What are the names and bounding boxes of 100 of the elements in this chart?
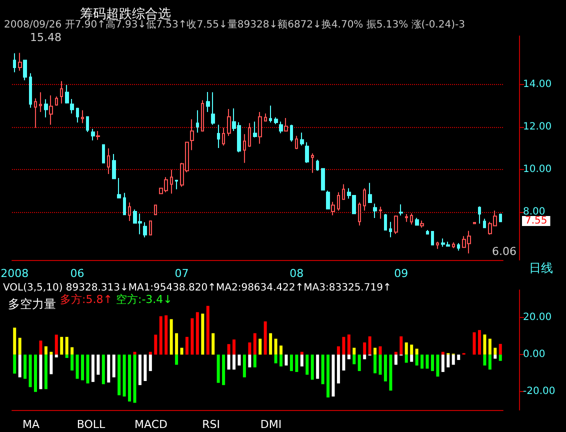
y-tick-label: -20.00 (523, 386, 556, 398)
candlestick (499, 213, 502, 223)
bar (363, 354, 366, 360)
candlestick (91, 128, 95, 141)
candlestick (441, 238, 445, 248)
x-tick-label: 2008 (0, 267, 29, 280)
bar (280, 354, 283, 366)
bar (347, 334, 350, 355)
bar (342, 336, 346, 355)
bar (133, 352, 136, 355)
candlestick (222, 127, 225, 146)
candlestick (13, 52, 16, 73)
text: DMI (260, 418, 282, 431)
bar (138, 354, 142, 386)
text: 2008/09/26 开7.90↑高7.93↓低7.53↑收7.55↓量89328↓额6872↓换4.70% 振5.13% 涨(-0.24)-3 (4, 18, 465, 30)
candlestick (86, 116, 89, 133)
bar (274, 354, 278, 364)
annotation: 15.48 (30, 31, 62, 44)
candlestick (279, 121, 283, 134)
bar (300, 354, 304, 366)
candlestick (337, 192, 340, 212)
bar (420, 354, 424, 369)
bar (264, 321, 267, 355)
bar (363, 342, 366, 355)
bar (316, 354, 320, 379)
annotation: VOL(3,5,10) 89328.313↓MA1:95438.820↑MA2:98634.422↑MA3:83325.719↑ (3, 282, 392, 294)
bar (300, 352, 304, 355)
bar (336, 346, 340, 355)
bar (91, 354, 94, 382)
bar (65, 354, 68, 358)
candlestick (70, 98, 74, 114)
candlestick (326, 190, 330, 210)
bar (148, 354, 152, 372)
candlestick (55, 96, 58, 106)
bar (404, 342, 408, 355)
bar (394, 352, 398, 355)
bar (498, 354, 502, 361)
candlestick (420, 220, 424, 228)
candlestick (34, 98, 37, 128)
bar (242, 354, 246, 378)
x-tick-label: 07 (174, 267, 189, 280)
bar (332, 354, 335, 397)
candlestick (112, 153, 116, 180)
candlestick (170, 169, 173, 194)
bar (494, 348, 497, 355)
bar (185, 336, 188, 355)
candlestick (29, 72, 32, 108)
bar (44, 346, 48, 355)
bar (54, 334, 58, 355)
candlestick (321, 168, 325, 190)
candlestick (211, 92, 215, 126)
y-tick-label: 0.00 (523, 349, 546, 360)
bar (430, 354, 434, 372)
candlestick (389, 221, 392, 238)
bar (472, 332, 476, 355)
bar (352, 348, 356, 355)
bar (384, 354, 387, 382)
bar (122, 354, 126, 397)
bar (441, 352, 444, 355)
candlestick (96, 130, 100, 140)
candlestick (274, 116, 278, 125)
y-tick-label: 12.00 (523, 121, 552, 132)
text: 多空力量 (8, 297, 56, 311)
bar (368, 336, 372, 355)
bar (86, 354, 90, 384)
candlestick (201, 100, 204, 132)
candlestick (431, 230, 434, 246)
candlestick (284, 117, 288, 132)
candlestick (123, 192, 126, 216)
bar (253, 333, 256, 355)
candlestick (368, 182, 372, 204)
bar (216, 354, 220, 383)
bar (488, 354, 492, 370)
candlestick (243, 134, 246, 164)
bar (50, 354, 53, 374)
bar (358, 354, 361, 372)
candlestick (23, 60, 27, 81)
annotation: 6.06 (492, 245, 516, 258)
bar (107, 354, 110, 382)
bar (54, 354, 58, 358)
bar (478, 330, 481, 355)
x-tick-label: 06 (70, 267, 84, 280)
candlestick (248, 122, 251, 148)
bar (269, 333, 272, 355)
candlestick (76, 107, 79, 123)
candlestick (264, 113, 267, 122)
bar (404, 354, 408, 363)
bar (374, 348, 377, 355)
bar (426, 354, 429, 369)
candlestick (399, 204, 403, 216)
candlestick (300, 132, 304, 146)
bar (44, 354, 48, 390)
candlestick (394, 215, 398, 235)
bar (321, 354, 324, 384)
bar (39, 354, 42, 390)
bar (70, 347, 74, 355)
bar (13, 328, 16, 355)
bar (28, 354, 32, 388)
y-tick-label: 20.00 (523, 312, 552, 324)
bar (441, 354, 444, 372)
